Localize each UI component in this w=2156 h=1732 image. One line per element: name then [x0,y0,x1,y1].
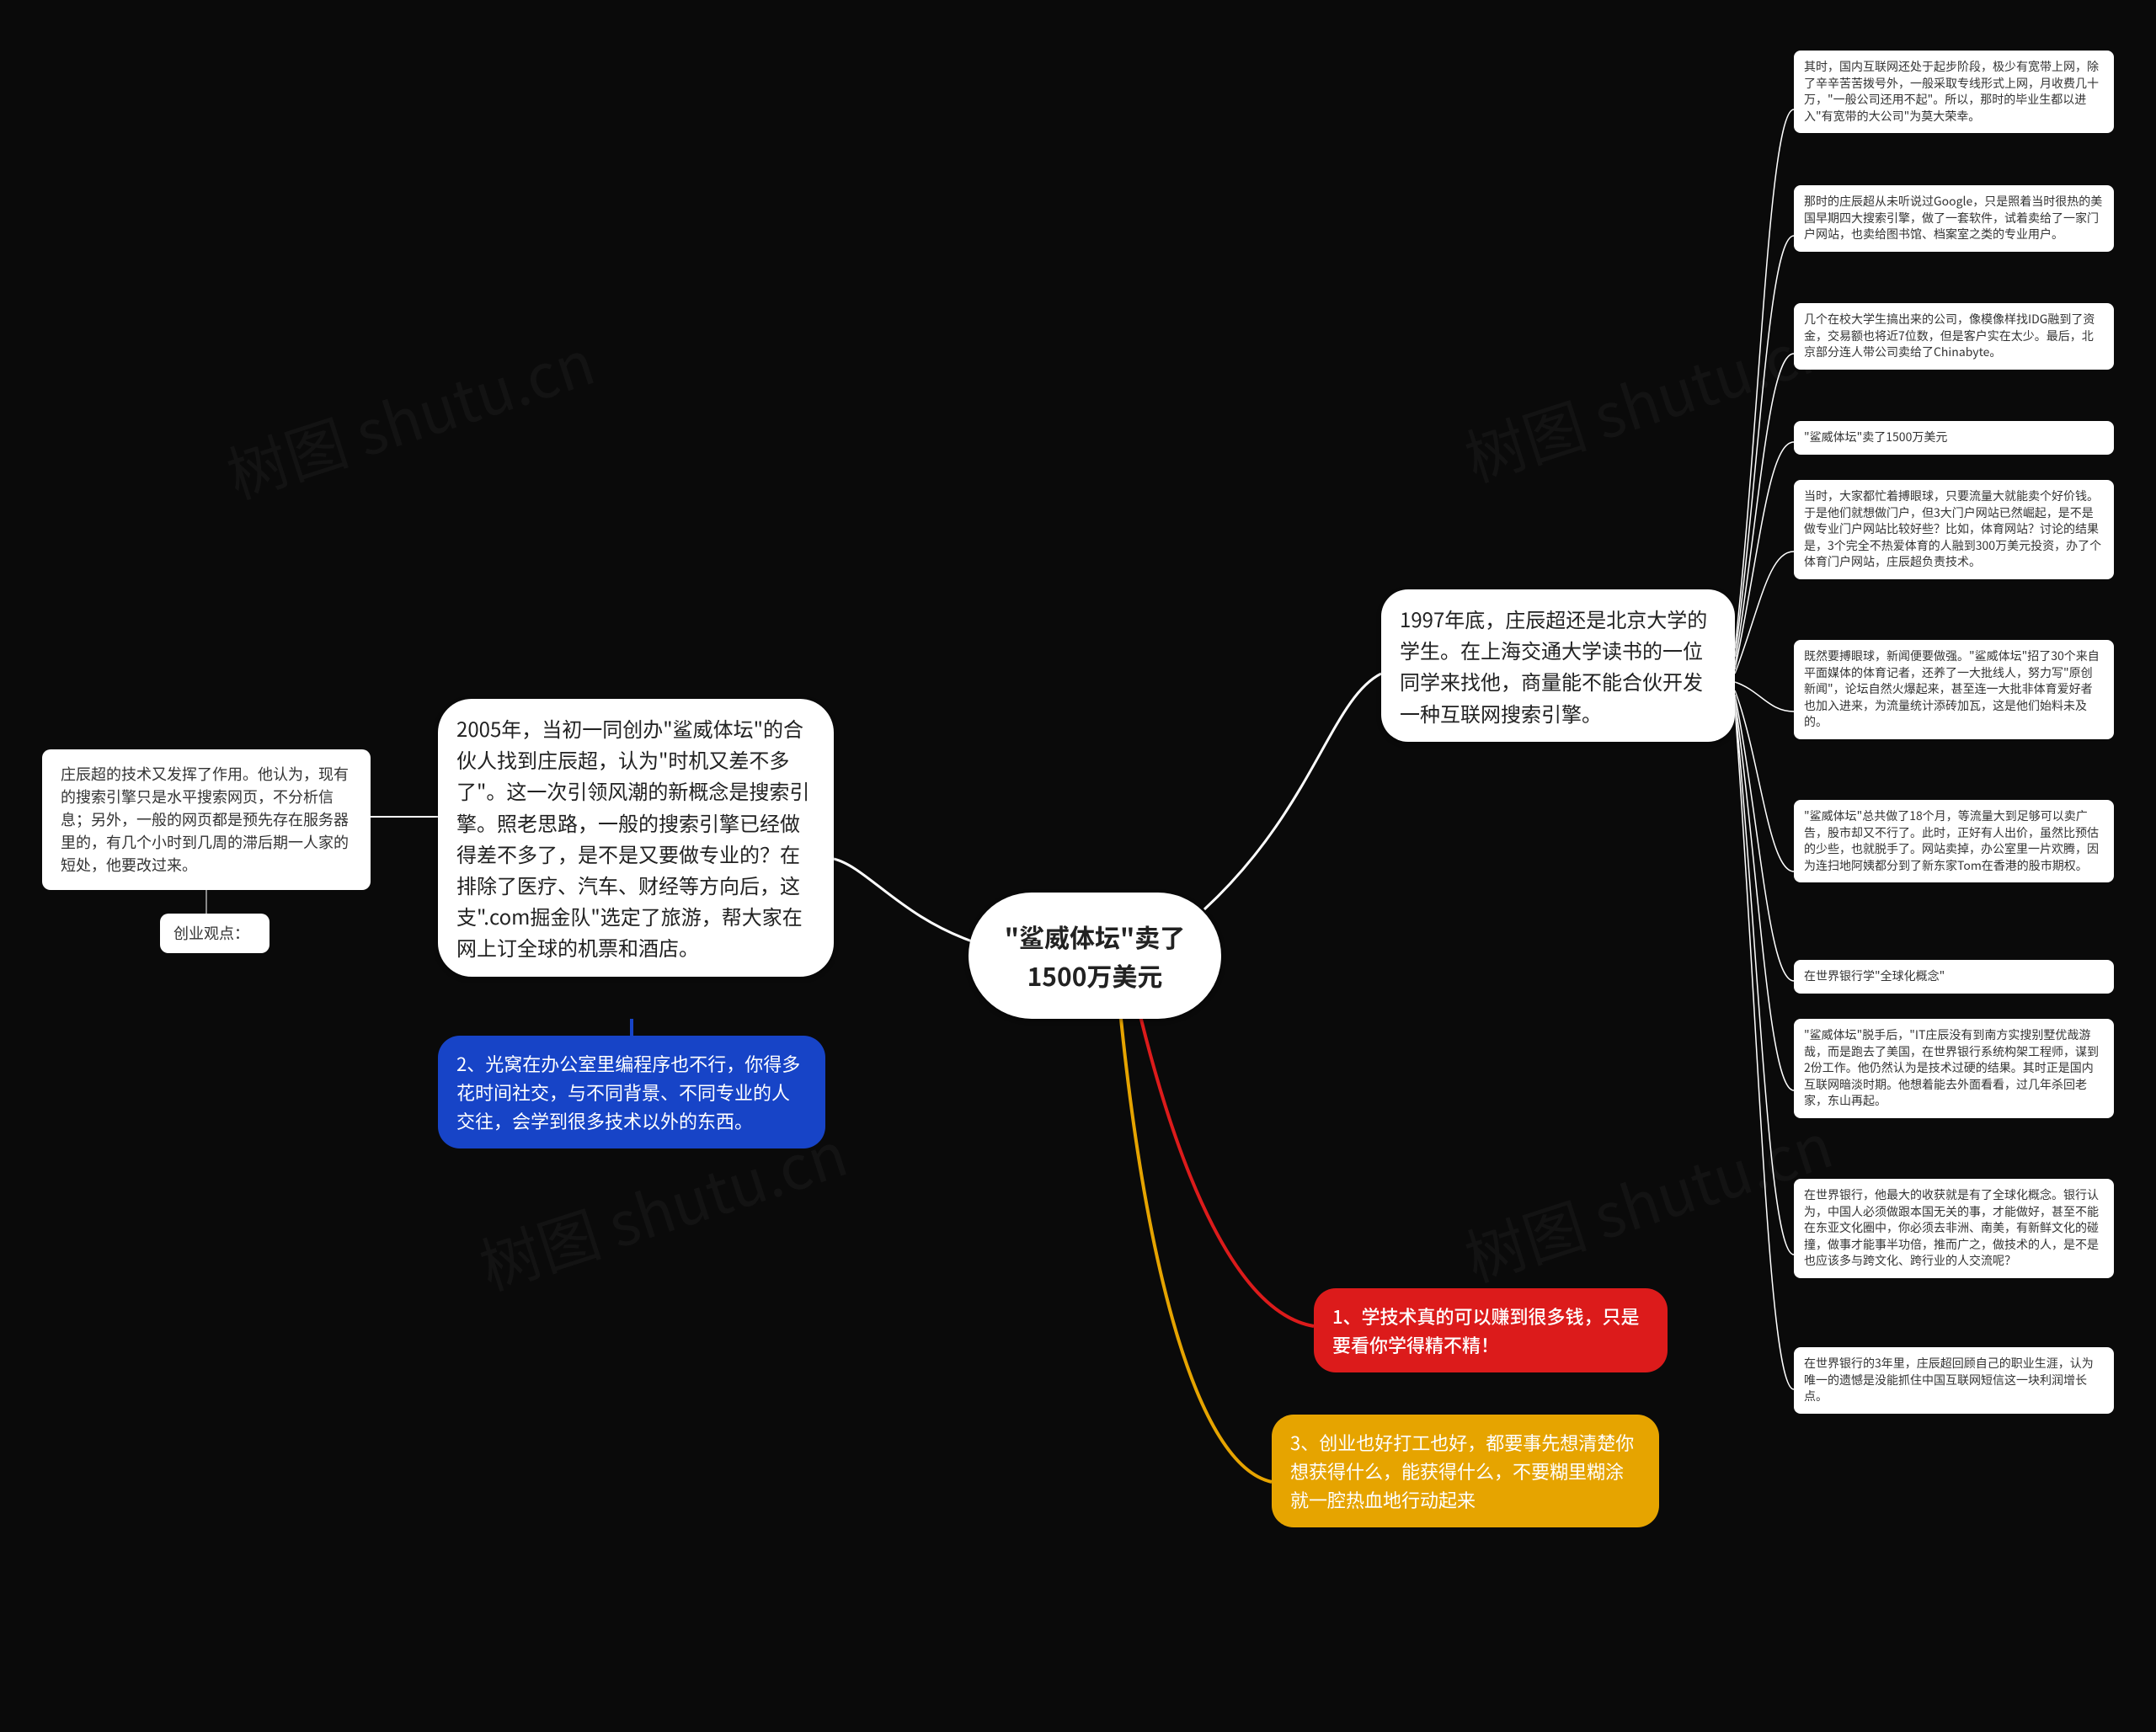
center-node[interactable]: "鲨威体坛"卖了1500万美元 [969,893,1221,1019]
leaf-node-2[interactable]: 那时的庄辰超从未听说过Google，只是照着当时很热的美国早期四大搜索引擎，做了… [1794,185,2114,252]
leaf-node-1[interactable]: 其时，国内互联网还处于起步阶段，极少有宽带上网，除了辛辛苦苦拨号外，一般采取专线… [1794,51,2114,133]
leaf-node-9[interactable]: "鲨威体坛"脱手后，"IT庄辰没有到南方实搜别墅优哉游哉，而是跑去了美国，在世界… [1794,1019,2114,1118]
leaf-node-5[interactable]: 当时，大家都忙着搏眼球，只要流量大就能卖个好价钱。于是他们就想做门户，但3大门户… [1794,480,2114,579]
watermark: 树图 shutu.cn [215,314,604,515]
leaf-node-4[interactable]: "鲨威体坛"卖了1500万美元 [1794,421,2114,455]
branch-1997-node[interactable]: 1997年底，庄辰超还是北京大学的学生。在上海交通大学读书的一位同学来找他，商量… [1381,589,1735,742]
biz-view-node[interactable]: 创业观点： [160,914,270,953]
leaf-node-8[interactable]: 在世界银行学"全球化概念" [1794,960,2114,994]
leaf-node-11[interactable]: 在世界银行的3年里，庄辰超回顾自己的职业生涯，认为唯一的遗憾是没能抓住中国互联网… [1794,1347,2114,1414]
watermark: 树图 shutu.cn [1453,297,1842,498]
leaf-node-6[interactable]: 既然要搏眼球，新闻便要做强。"鲨威体坛"招了30个来自平面媒体的体育记者，还养了… [1794,640,2114,739]
leaf-node-7[interactable]: "鲨威体坛"总共做了18个月，等流量大到足够可以卖广告，股市却又不行了。此时，正… [1794,800,2114,882]
advice-3-node[interactable]: 3、创业也好打工也好，都要事先想清楚你想获得什么，能获得什么，不要糊里糊涂就一腔… [1272,1415,1659,1527]
leaf-node-3[interactable]: 几个在校大学生搞出来的公司，像模像样找IDG融到了资金，交易额也将近7位数，但是… [1794,303,2114,370]
leaf-node-10[interactable]: 在世界银行，他最大的收获就是有了全球化概念。银行认为，中国人必须做跟本国无关的事… [1794,1179,2114,1278]
tech-note-node[interactable]: 庄辰超的技术又发挥了作用。他认为，现有的搜索引擎只是水平搜索网页，不分析信息；另… [42,749,371,890]
watermark: 树图 shutu.cn [1453,1097,1842,1298]
advice-1-node[interactable]: 1、学技术真的可以赚到很多钱，只是要看你学得精不精！ [1314,1288,1668,1372]
mindmap-canvas: 树图 shutu.cn 树图 shutu.cn 树图 shutu.cn 树图 s… [0,0,2156,1732]
advice-2-node[interactable]: 2、光窝在办公室里编程序也不行，你得多花时间社交，与不同背景、不同专业的人交往，… [438,1036,825,1148]
branch-2005-node[interactable]: 2005年，当初一同创办"鲨威体坛"的合伙人找到庄辰超，认为"时机又差不多了"。… [438,699,834,977]
